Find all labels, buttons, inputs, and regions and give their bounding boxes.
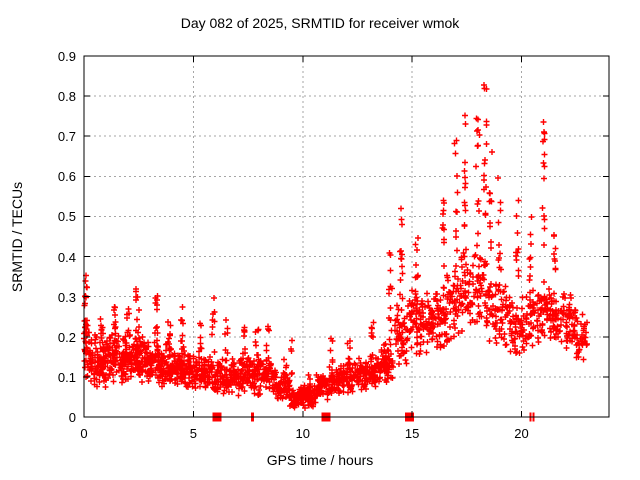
- x-tick-label: 20: [514, 426, 529, 441]
- y-tick-label: 0.1: [57, 369, 76, 385]
- x-tick-label: 0: [80, 426, 88, 441]
- y-tick-label: 0.2: [57, 329, 76, 345]
- y-tick-label: 0.6: [57, 169, 76, 185]
- x-tick-label: 10: [295, 426, 310, 441]
- y-tick-label: 0.8: [57, 89, 76, 105]
- y-tick-label: 0.9: [57, 49, 76, 64]
- grid-lines: [84, 56, 609, 417]
- y-tick-label: 0: [68, 410, 76, 425]
- y-tick-label: 0.7: [57, 129, 76, 145]
- x-tick-label: 5: [189, 426, 197, 441]
- y-tick-label: 0.5: [57, 209, 76, 225]
- y-tick-label: 0.4: [57, 249, 76, 265]
- x-tick-label: 15: [404, 426, 420, 441]
- y-tick-label: 0.3: [57, 289, 76, 305]
- scatter-points: [81, 82, 590, 411]
- y-axis-label: SRMTID / TECUs: [9, 181, 25, 293]
- chart-title: Day 082 of 2025, SRMTID for receiver wmo…: [180, 15, 460, 31]
- plot-frame: [83, 55, 610, 418]
- x-axis-label: GPS time / hours: [266, 452, 374, 468]
